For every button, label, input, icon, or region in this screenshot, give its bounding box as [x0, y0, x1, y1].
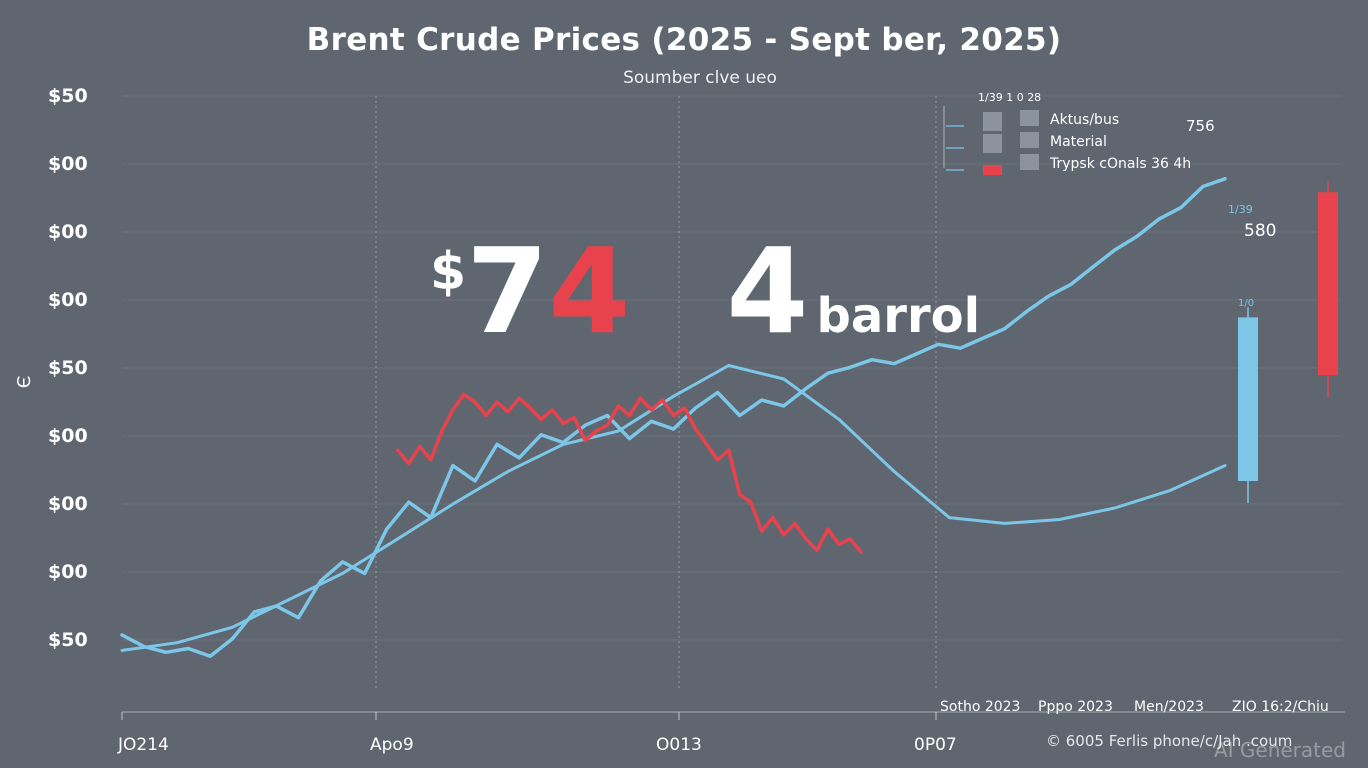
legend-label: Aktus/bus: [1050, 112, 1119, 128]
legend-label: Trypsk cOnals 36 4h: [1049, 156, 1191, 172]
side-label-blue: 1/0: [1238, 298, 1254, 309]
side-label-small: 1/39: [1228, 203, 1253, 216]
y-tick-label: $00: [48, 561, 88, 583]
price-digit-2: 4: [548, 222, 631, 360]
price-digit-3: 4: [726, 222, 809, 360]
price-unit: barrol: [816, 288, 981, 344]
legend-swatch: [983, 165, 1002, 175]
legend-label: Material: [1050, 134, 1107, 150]
price-digit-1: 7: [466, 222, 549, 360]
y-tick-label: $00: [48, 221, 88, 243]
chart-subtitle: Soumber clve ueo: [623, 68, 777, 88]
y-tick-label: $50: [48, 357, 88, 379]
x-tick-label: JO214: [117, 735, 169, 755]
legend-swatch-secondary: [1020, 110, 1039, 126]
series-line: [120, 364, 1227, 652]
x-tick-label: 0P07: [914, 735, 957, 755]
x-tick-label-secondary: Pppo 2023: [1038, 699, 1113, 715]
y-tick-label: $00: [48, 289, 88, 311]
y-tick-label: $50: [48, 85, 88, 107]
legend-swatch: [983, 112, 1002, 131]
y-axis-label: Є: [14, 376, 35, 389]
x-tick-label-secondary: ZIO 16:2/Chiu: [1232, 699, 1329, 715]
legend-swatch-secondary: [1020, 154, 1039, 170]
range-bar: [1318, 192, 1338, 376]
price-currency-symbol: $: [430, 242, 467, 302]
ai-generated-watermark: AI Generated: [1213, 738, 1346, 762]
x-tick-label-secondary: Men/2023: [1134, 699, 1204, 715]
y-tick-label: $50: [48, 629, 88, 651]
x-tick-label: O013: [656, 735, 702, 755]
y-tick-label: $00: [48, 153, 88, 175]
legend-swatch-secondary: [1020, 132, 1039, 148]
legend-header: 1/39 1 0 28: [978, 91, 1041, 104]
y-tick-label: $00: [48, 493, 88, 515]
current-price-label: $74 4 barrol: [430, 232, 980, 350]
x-tick-label: Apo9: [370, 735, 414, 755]
y-tick-label: $00: [48, 425, 88, 447]
legend-value: 756: [1186, 117, 1215, 135]
side-label-value: 580: [1244, 221, 1276, 241]
side-label-red: 1/0: [1318, 214, 1334, 225]
chart-title: Brent Crude Prices (2025 - Sept ber, 202…: [306, 22, 1062, 58]
x-tick-label-secondary: Sotho 2023: [940, 699, 1020, 715]
series-line: [396, 392, 863, 554]
legend-swatch: [983, 134, 1002, 153]
copyright-text: © 6005 Ferlis phone/c/Jah .coum: [1046, 732, 1293, 750]
range-bar: [1238, 317, 1258, 481]
